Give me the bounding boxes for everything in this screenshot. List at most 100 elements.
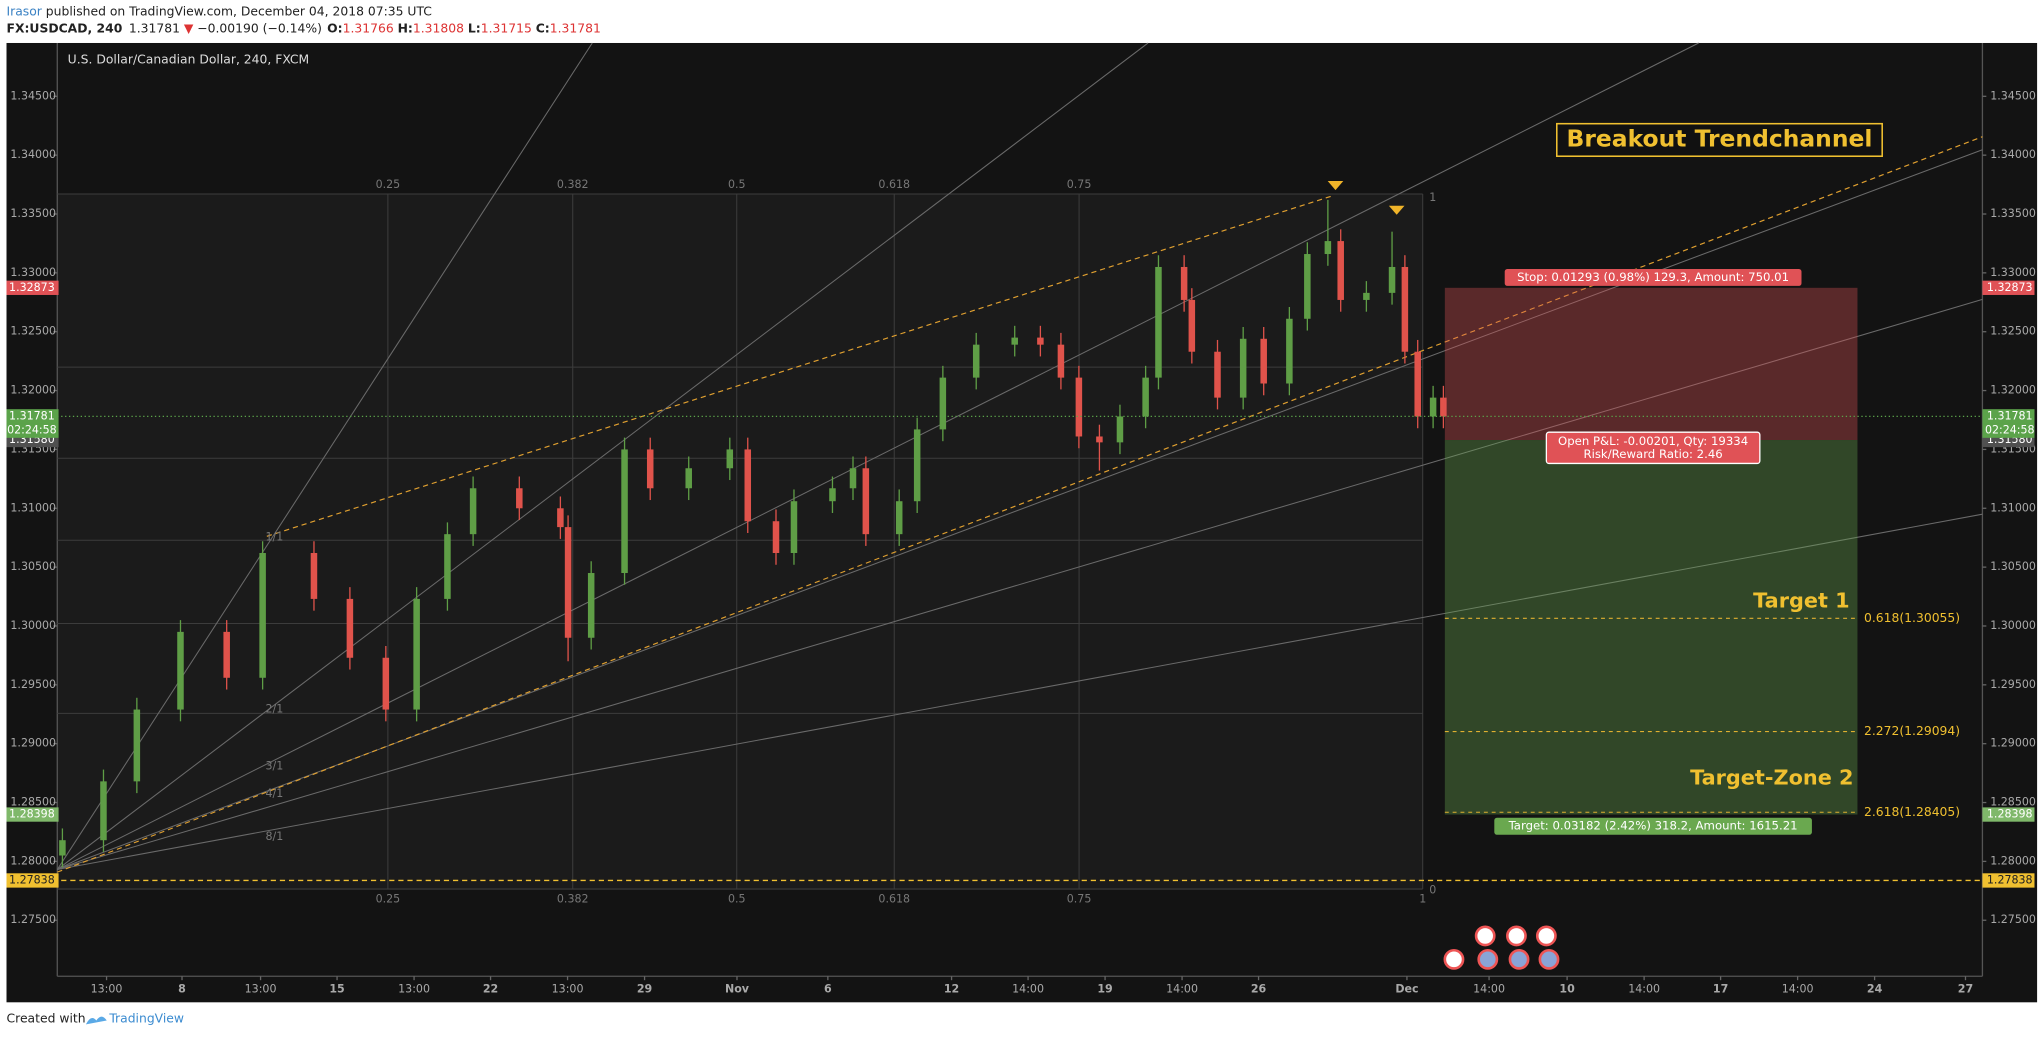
x-tick-label: 12 <box>944 982 959 995</box>
o: 1.31766 <box>343 21 394 35</box>
x-tick-label: 24 <box>1867 982 1883 995</box>
candle-body <box>444 534 451 599</box>
footer: Created with TradingView <box>7 1012 185 1026</box>
trend-channel <box>57 136 1983 873</box>
candle-body <box>59 840 66 856</box>
fib-time-label: 0.25 <box>376 178 401 191</box>
x-tick-label: 17 <box>1713 982 1728 995</box>
candle-body <box>557 508 564 528</box>
candle-body <box>223 631 230 678</box>
x-tick-label: 8 <box>178 982 186 995</box>
candle-body <box>1037 337 1044 345</box>
pnl-badge <box>1545 431 1761 465</box>
candle-body <box>100 781 107 841</box>
author[interactable]: Irasor <box>7 4 43 18</box>
price-badge <box>1982 280 2035 295</box>
candle-body <box>516 488 523 509</box>
price-badge <box>1982 807 2035 822</box>
candle-body <box>587 573 595 638</box>
x-tick-label: Dec <box>1395 982 1418 995</box>
y-tick-label: 1.34500 <box>1990 89 2036 102</box>
y-tick-label: 1.30500 <box>1990 560 2036 573</box>
price-badge-label: 1.31781 <box>1987 409 2033 422</box>
candle-body <box>1155 266 1162 378</box>
gann-label: 8/1 <box>266 830 284 843</box>
pivot-marker <box>1388 205 1405 215</box>
candle-body <box>382 657 390 710</box>
fib-time-label: 0.5 <box>728 892 746 905</box>
x-tick-label: 15 <box>329 982 344 995</box>
headline: Breakout Trendchannel <box>1567 124 1873 152</box>
candle-body <box>1401 266 1409 352</box>
y-tick-label: 1.29000 <box>10 737 56 750</box>
x-tick-label: 14:00 <box>1782 982 1814 995</box>
y-tick-label: 1.30000 <box>1990 619 2036 632</box>
target2: Target-Zone 2 <box>1690 765 1853 789</box>
x-tick-label: 6 <box>824 982 832 995</box>
candle-body <box>862 468 870 535</box>
y-tick-label: 1.32000 <box>1990 384 2036 397</box>
countdown-badge <box>1982 423 2035 438</box>
pnl-text: Open P&L: -0.00201, Qty: 19334 <box>1558 434 1748 448</box>
candle-body <box>772 521 780 554</box>
price-badge-label: 1.28398 <box>9 808 55 821</box>
y-tick-label: 1.28000 <box>1990 854 2036 867</box>
fib-time-label: 1 <box>1419 892 1426 905</box>
y-tick-label: 1.33000 <box>10 266 56 279</box>
y-tick-label: 1.33500 <box>10 207 56 220</box>
candle-body <box>346 598 354 658</box>
fib-time-label: 0.25 <box>376 892 401 905</box>
y-tick-label: 1.33500 <box>1990 207 2036 220</box>
stop-badge <box>1504 268 1802 286</box>
event-icons <box>1443 925 1560 970</box>
l: 1.31715 <box>481 21 532 35</box>
countdown: 02:24:58 <box>1985 424 2035 437</box>
candle-body <box>1188 299 1196 352</box>
candle-body <box>621 449 628 574</box>
stop-text: Stop: 0.01293 (0.98%) 129.3, Amount: 750… <box>1517 270 1789 284</box>
last: 1.31781 <box>129 21 180 35</box>
candle-body <box>310 553 318 599</box>
fib-time-label: 0.618 <box>878 892 910 905</box>
candle-body <box>1239 338 1247 398</box>
y-tick-label: 1.27500 <box>10 913 56 926</box>
rr-text: Risk/Reward Ratio: 2.46 <box>1583 447 1722 461</box>
y-tick-label: 1.29500 <box>10 678 56 691</box>
chart-title: U.S. Dollar/Canadian Dollar, 240, FXCM <box>68 52 310 66</box>
brand[interactable]: TradingView <box>108 1012 184 1026</box>
y-tick-label: 1.30500 <box>10 560 56 573</box>
candle-body <box>1440 397 1447 417</box>
gann-label: 1/1 <box>266 531 284 544</box>
fib-edge-label: 1 <box>1429 191 1436 204</box>
candle-body <box>1011 337 1018 345</box>
price-badge <box>1982 409 2035 424</box>
x-tick-label: 13:00 <box>552 982 584 995</box>
fib-labels: 0.25 0.382 0.5 0.618 0.75 0.25 0.382 0.5… <box>266 178 1437 906</box>
candle-body <box>685 468 692 489</box>
l-label: L: <box>468 21 481 35</box>
x-tick-label: 27 <box>1958 982 1973 995</box>
y-tick-label: 1.28000 <box>10 854 56 867</box>
x-tick-label: 14:00 <box>1473 982 1505 995</box>
fib-grid <box>57 193 1424 890</box>
x-tick-label: 26 <box>1251 982 1267 995</box>
candle-body <box>1286 318 1293 384</box>
x-tick-label: 14:00 <box>1166 982 1198 995</box>
candle-body <box>790 501 798 554</box>
y-tick-label: 1.29500 <box>1990 678 2036 691</box>
candle-body <box>646 449 654 489</box>
candle-body <box>1324 241 1332 255</box>
published: published on TradingView.com, December 0… <box>46 4 432 18</box>
candle-body <box>1180 266 1188 300</box>
gann-label: 4/1 <box>266 787 284 800</box>
y-tick-label: 1.31000 <box>10 501 56 514</box>
fib-time-label: 0.618 <box>878 178 910 191</box>
y-tick-label: 1.32500 <box>10 325 56 338</box>
candle-body <box>259 553 266 678</box>
x-tick-label: 22 <box>483 982 498 995</box>
fib-time-label: 0.382 <box>557 892 589 905</box>
stop-zone <box>1444 287 1858 441</box>
candle-body <box>1142 377 1149 417</box>
price-badge-label: 1.31781 <box>9 409 55 422</box>
